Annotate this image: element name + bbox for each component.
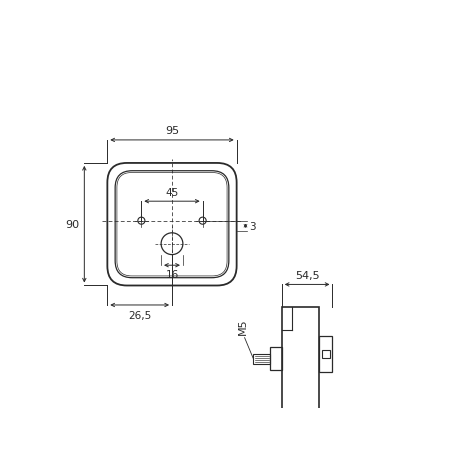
Bar xyxy=(253,354,270,364)
Bar xyxy=(318,336,332,372)
Text: 95: 95 xyxy=(165,126,179,136)
Bar xyxy=(281,430,296,442)
Text: M5: M5 xyxy=(237,318,247,335)
Text: 26,5: 26,5 xyxy=(128,310,151,320)
Text: 90: 90 xyxy=(66,220,79,230)
Text: 3: 3 xyxy=(248,221,255,231)
Bar xyxy=(321,350,329,358)
Text: 45: 45 xyxy=(165,187,178,197)
Text: 54,5: 54,5 xyxy=(294,270,319,280)
Text: 16: 16 xyxy=(165,269,178,280)
Bar xyxy=(270,347,281,370)
Bar xyxy=(281,308,318,430)
